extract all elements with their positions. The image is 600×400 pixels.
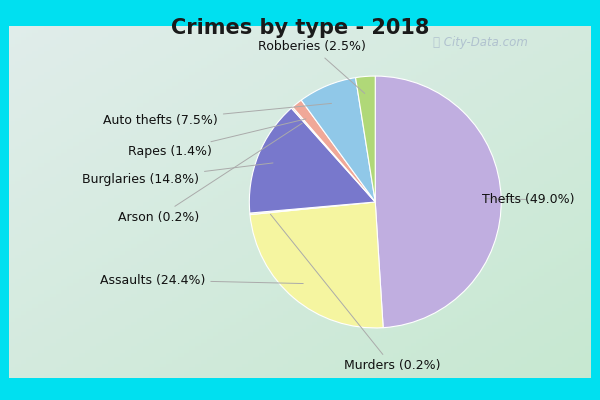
- Wedge shape: [293, 100, 375, 202]
- Wedge shape: [250, 202, 375, 215]
- Text: Crimes by type - 2018: Crimes by type - 2018: [171, 18, 429, 38]
- Text: Arson (0.2%): Arson (0.2%): [118, 123, 302, 224]
- Text: Auto thefts (7.5%): Auto thefts (7.5%): [103, 103, 332, 127]
- Text: ⓘ City-Data.com: ⓘ City-Data.com: [433, 36, 527, 49]
- Wedge shape: [375, 76, 501, 328]
- Wedge shape: [250, 202, 383, 328]
- Wedge shape: [250, 108, 375, 213]
- Wedge shape: [301, 78, 375, 202]
- Text: Rapes (1.4%): Rapes (1.4%): [128, 119, 306, 158]
- Text: Robberies (2.5%): Robberies (2.5%): [259, 40, 366, 94]
- Wedge shape: [292, 107, 375, 202]
- Text: Murders (0.2%): Murders (0.2%): [271, 214, 440, 372]
- Text: Burglaries (14.8%): Burglaries (14.8%): [82, 163, 273, 186]
- Text: Assaults (24.4%): Assaults (24.4%): [100, 274, 303, 286]
- Wedge shape: [356, 76, 375, 202]
- Text: Thefts (49.0%): Thefts (49.0%): [482, 193, 575, 206]
